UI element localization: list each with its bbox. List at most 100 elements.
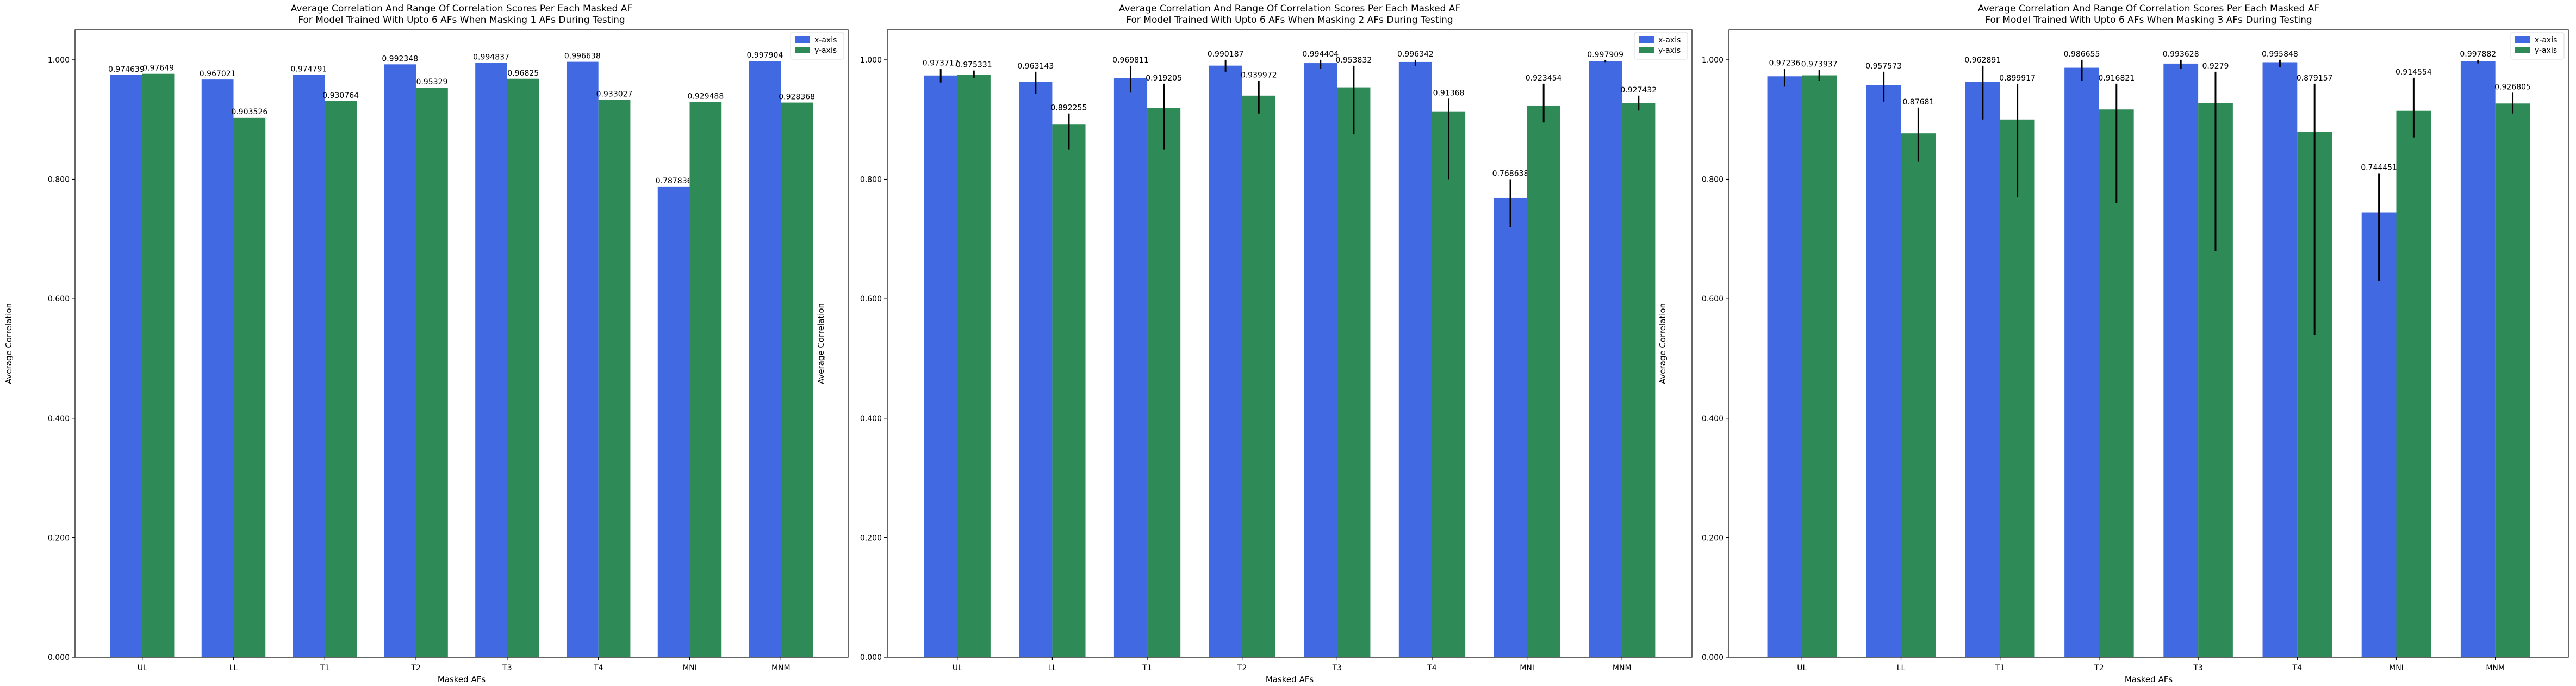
y-tick-label: 0.800	[860, 176, 882, 184]
bar-y-axis	[957, 74, 991, 658]
data-label: 0.993628	[2163, 50, 2199, 59]
x-tick-label: MNM	[2486, 664, 2505, 672]
bar-y-axis	[1242, 95, 1275, 657]
bar-x-axis	[2361, 212, 2397, 657]
chart-title: Average Correlation And Range Of Correla…	[1119, 3, 1460, 14]
data-label: 0.9279	[2202, 62, 2229, 71]
bar-x-axis	[924, 75, 957, 658]
x-tick-label: T2	[1237, 664, 1247, 672]
data-label: 0.928368	[779, 93, 815, 102]
chart-subtitle: For Model Trained With Upto 6 AFs When M…	[298, 15, 625, 26]
y-tick-label: 0.000	[860, 653, 882, 662]
data-label: 0.926805	[2494, 83, 2531, 91]
y-tick-label: 0.200	[48, 534, 70, 542]
bar-y-axis	[1527, 105, 1560, 657]
data-label: 0.787836	[656, 177, 692, 186]
y-tick-label: 0.800	[48, 176, 70, 184]
data-label: 0.974639	[108, 65, 145, 74]
data-label: 0.995848	[2262, 50, 2298, 59]
bar-y-axis	[1901, 133, 1936, 658]
bar-x-axis	[657, 186, 690, 657]
bar-y-axis	[781, 102, 813, 657]
legend-swatch-y-axis	[1639, 47, 1654, 53]
x-tick-label: MNI	[2389, 664, 2404, 672]
data-label: 0.929488	[687, 92, 724, 101]
bar-x-axis	[1398, 61, 1432, 657]
x-axis-label: Masked AFs	[1266, 675, 1314, 684]
data-label: 0.927432	[1620, 86, 1657, 95]
y-tick-label: 0.600	[860, 295, 882, 304]
x-axis-label: Masked AFs	[2125, 675, 2173, 684]
data-label: 0.768638	[1492, 170, 1529, 178]
legend-swatch-x-axis	[795, 36, 810, 43]
bar-x-axis	[110, 75, 142, 658]
plot-frame	[887, 29, 1693, 658]
x-tick-label: MNI	[682, 664, 697, 672]
data-label: 0.933027	[596, 90, 633, 98]
legend-label: y-axis	[814, 46, 837, 55]
plot-frame	[1728, 29, 2569, 658]
data-label: 0.996638	[564, 52, 601, 61]
bar-y-axis	[1337, 87, 1371, 658]
x-tick-label: T4	[2292, 664, 2303, 672]
data-label: 0.994837	[473, 53, 509, 62]
data-label: 0.974791	[291, 65, 327, 74]
bar-y-axis	[598, 100, 631, 657]
x-axis-label: Masked AFs	[438, 675, 486, 684]
bar-y-axis	[1432, 111, 1466, 658]
y-tick-label: 0.400	[860, 415, 882, 423]
data-label: 0.969811	[1112, 56, 1149, 65]
bar-x-axis	[2262, 62, 2298, 657]
y-tick-label: 1.000	[48, 56, 70, 65]
bar-x-axis	[1494, 197, 1527, 657]
x-tick-label: T4	[1427, 664, 1437, 672]
bar-y-axis	[2396, 110, 2431, 657]
chart-title: Average Correlation And Range Of Correla…	[1978, 3, 2319, 14]
y-axis-label: Average Correlation	[1658, 303, 1667, 384]
data-label: 0.990187	[1208, 50, 1244, 59]
bar-y-axis	[142, 73, 175, 658]
bar-x-axis	[1767, 76, 1802, 658]
bar-y-axis	[507, 78, 539, 657]
data-label: 0.973717	[923, 59, 959, 67]
bar-y-axis	[325, 101, 357, 657]
data-label: 0.899917	[1999, 74, 2036, 83]
x-tick-label: T2	[2094, 664, 2104, 672]
data-label: 0.97236	[1769, 59, 1800, 67]
data-label: 0.973937	[1801, 60, 1838, 69]
x-tick-label: MNI	[1520, 664, 1534, 672]
bar-x-axis	[2064, 67, 2099, 658]
data-label: 0.997909	[1587, 51, 1623, 59]
data-label: 0.95329	[416, 78, 448, 86]
data-label: 0.975331	[956, 61, 992, 70]
data-label: 0.953832	[1335, 56, 1372, 65]
legend-label: y-axis	[1658, 46, 1681, 55]
data-label: 0.957573	[1865, 62, 1902, 71]
data-label: 0.963143	[1017, 62, 1054, 71]
y-tick-label: 0.400	[48, 415, 70, 423]
legend-swatch-y-axis	[795, 47, 810, 53]
data-label: 0.992348	[382, 54, 418, 63]
data-label: 0.994404	[1302, 50, 1339, 59]
bar-x-axis	[1019, 82, 1053, 658]
data-label: 0.903526	[231, 108, 267, 116]
bar-x-axis	[1589, 61, 1622, 657]
legend-label: x-axis	[1658, 36, 1681, 45]
bar-y-axis	[2000, 119, 2035, 658]
bar-y-axis	[1802, 75, 1837, 657]
legend-label: x-axis	[2535, 36, 2557, 45]
legend-label: y-axis	[2535, 46, 2557, 55]
chart-title: Average Correlation And Range Of Correla…	[291, 3, 632, 14]
bar-y-axis	[2495, 103, 2530, 657]
bar-x-axis	[293, 75, 325, 657]
plot-frame	[74, 29, 849, 658]
y-tick-label: 0.000	[1702, 653, 1723, 662]
x-tick-label: T3	[1332, 664, 1342, 672]
data-label: 0.914554	[2395, 68, 2432, 77]
y-tick-label: 0.600	[48, 295, 70, 304]
x-tick-label: MNM	[1613, 664, 1632, 672]
x-tick-label: UL	[1797, 664, 1807, 672]
